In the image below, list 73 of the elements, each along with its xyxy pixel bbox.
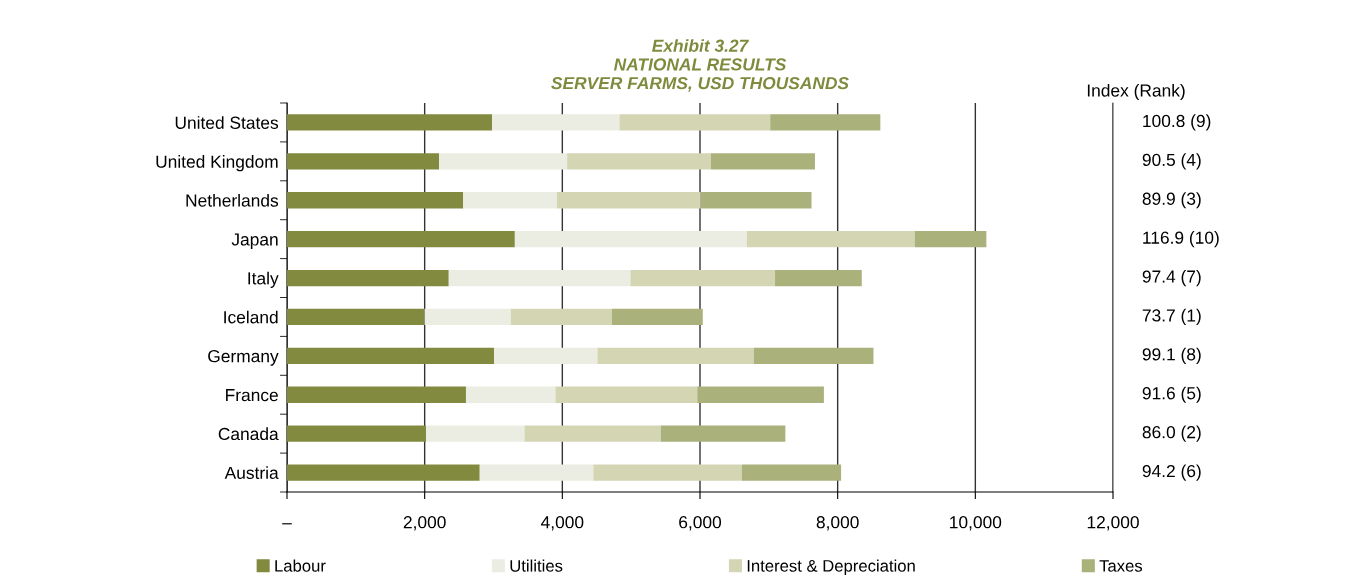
legend-label: Labour bbox=[275, 559, 326, 572]
bar bbox=[514, 230, 747, 248]
y-tick-label: United Kingdom bbox=[156, 155, 278, 172]
bar bbox=[287, 464, 480, 481]
text: Index (Rank) bbox=[1087, 83, 1185, 101]
bar bbox=[492, 114, 620, 131]
legend-label: Utilities bbox=[510, 559, 563, 572]
y-tick-label: Iceland bbox=[224, 310, 278, 324]
bar bbox=[524, 425, 661, 442]
bar bbox=[479, 464, 594, 481]
bar bbox=[287, 386, 466, 403]
bar bbox=[770, 114, 881, 131]
bar bbox=[914, 230, 987, 248]
bar bbox=[556, 192, 701, 209]
bar bbox=[611, 308, 703, 326]
text: 99.1 (8) bbox=[1142, 347, 1201, 364]
bar bbox=[448, 269, 631, 287]
bar bbox=[494, 347, 598, 365]
bar bbox=[287, 269, 449, 287]
y-tick-label: France bbox=[226, 389, 278, 402]
bar bbox=[746, 230, 915, 248]
chart-title: Exhibit 3.27 NATIONAL RESULTS SERVER FARMS, USD THOUSANDS bbox=[551, 39, 849, 92]
text: 90.5 (4) bbox=[1142, 153, 1201, 170]
bar bbox=[439, 153, 568, 170]
text: 94.2 (6) bbox=[1142, 464, 1201, 481]
text: 91.6 (5) bbox=[1142, 386, 1201, 403]
legend-label: Interest & Depreciation bbox=[747, 559, 915, 576]
bar bbox=[424, 308, 511, 326]
bar bbox=[567, 153, 712, 170]
bar bbox=[660, 425, 786, 442]
bar bbox=[619, 114, 771, 131]
text: 86.0 (2) bbox=[1142, 425, 1201, 442]
bar bbox=[465, 386, 556, 403]
y-tick-label: Italy bbox=[248, 271, 279, 288]
bar bbox=[426, 425, 525, 442]
bar bbox=[510, 308, 612, 326]
x-tick-label: 2,000 bbox=[403, 516, 446, 531]
text: 116.9 (10) bbox=[1143, 231, 1219, 248]
bar bbox=[287, 114, 493, 131]
text: 89.9 (3) bbox=[1142, 192, 1201, 209]
bar bbox=[741, 464, 842, 481]
y-tick-label: Canada bbox=[218, 427, 279, 441]
bar bbox=[597, 347, 754, 365]
text: 73.7 (1) bbox=[1142, 308, 1201, 326]
bar bbox=[287, 230, 515, 248]
bar bbox=[593, 464, 742, 481]
bar bbox=[753, 347, 874, 365]
bar bbox=[711, 153, 815, 170]
bar bbox=[463, 192, 557, 209]
bar bbox=[287, 425, 427, 442]
bar bbox=[287, 192, 464, 209]
bar bbox=[775, 269, 862, 287]
x-tick-label: 12,000 bbox=[1087, 516, 1139, 531]
x-tick-label: – bbox=[282, 523, 292, 525]
x-tick-label: 8,000 bbox=[816, 516, 859, 531]
x-tick-label: 10,000 bbox=[950, 516, 1002, 531]
y-tick-label: Netherlands bbox=[186, 193, 279, 207]
bar bbox=[287, 347, 495, 365]
y-tick-label: Japan bbox=[231, 233, 278, 250]
bar bbox=[697, 386, 824, 403]
bar bbox=[287, 153, 440, 170]
bar bbox=[630, 269, 776, 287]
y-tick-label: Germany bbox=[208, 350, 279, 366]
text: 97.4 (7) bbox=[1142, 269, 1201, 287]
text: 100.8 (9) bbox=[1143, 114, 1211, 131]
bar bbox=[700, 192, 812, 209]
y-tick-label: United States bbox=[175, 116, 279, 129]
legend-label: Taxes bbox=[1099, 560, 1143, 572]
y-tick-label: Austria bbox=[224, 466, 279, 480]
x-tick-label: 4,000 bbox=[541, 516, 584, 531]
bar bbox=[287, 308, 425, 326]
bar bbox=[555, 386, 698, 403]
x-tick-label: 6,000 bbox=[679, 516, 722, 531]
